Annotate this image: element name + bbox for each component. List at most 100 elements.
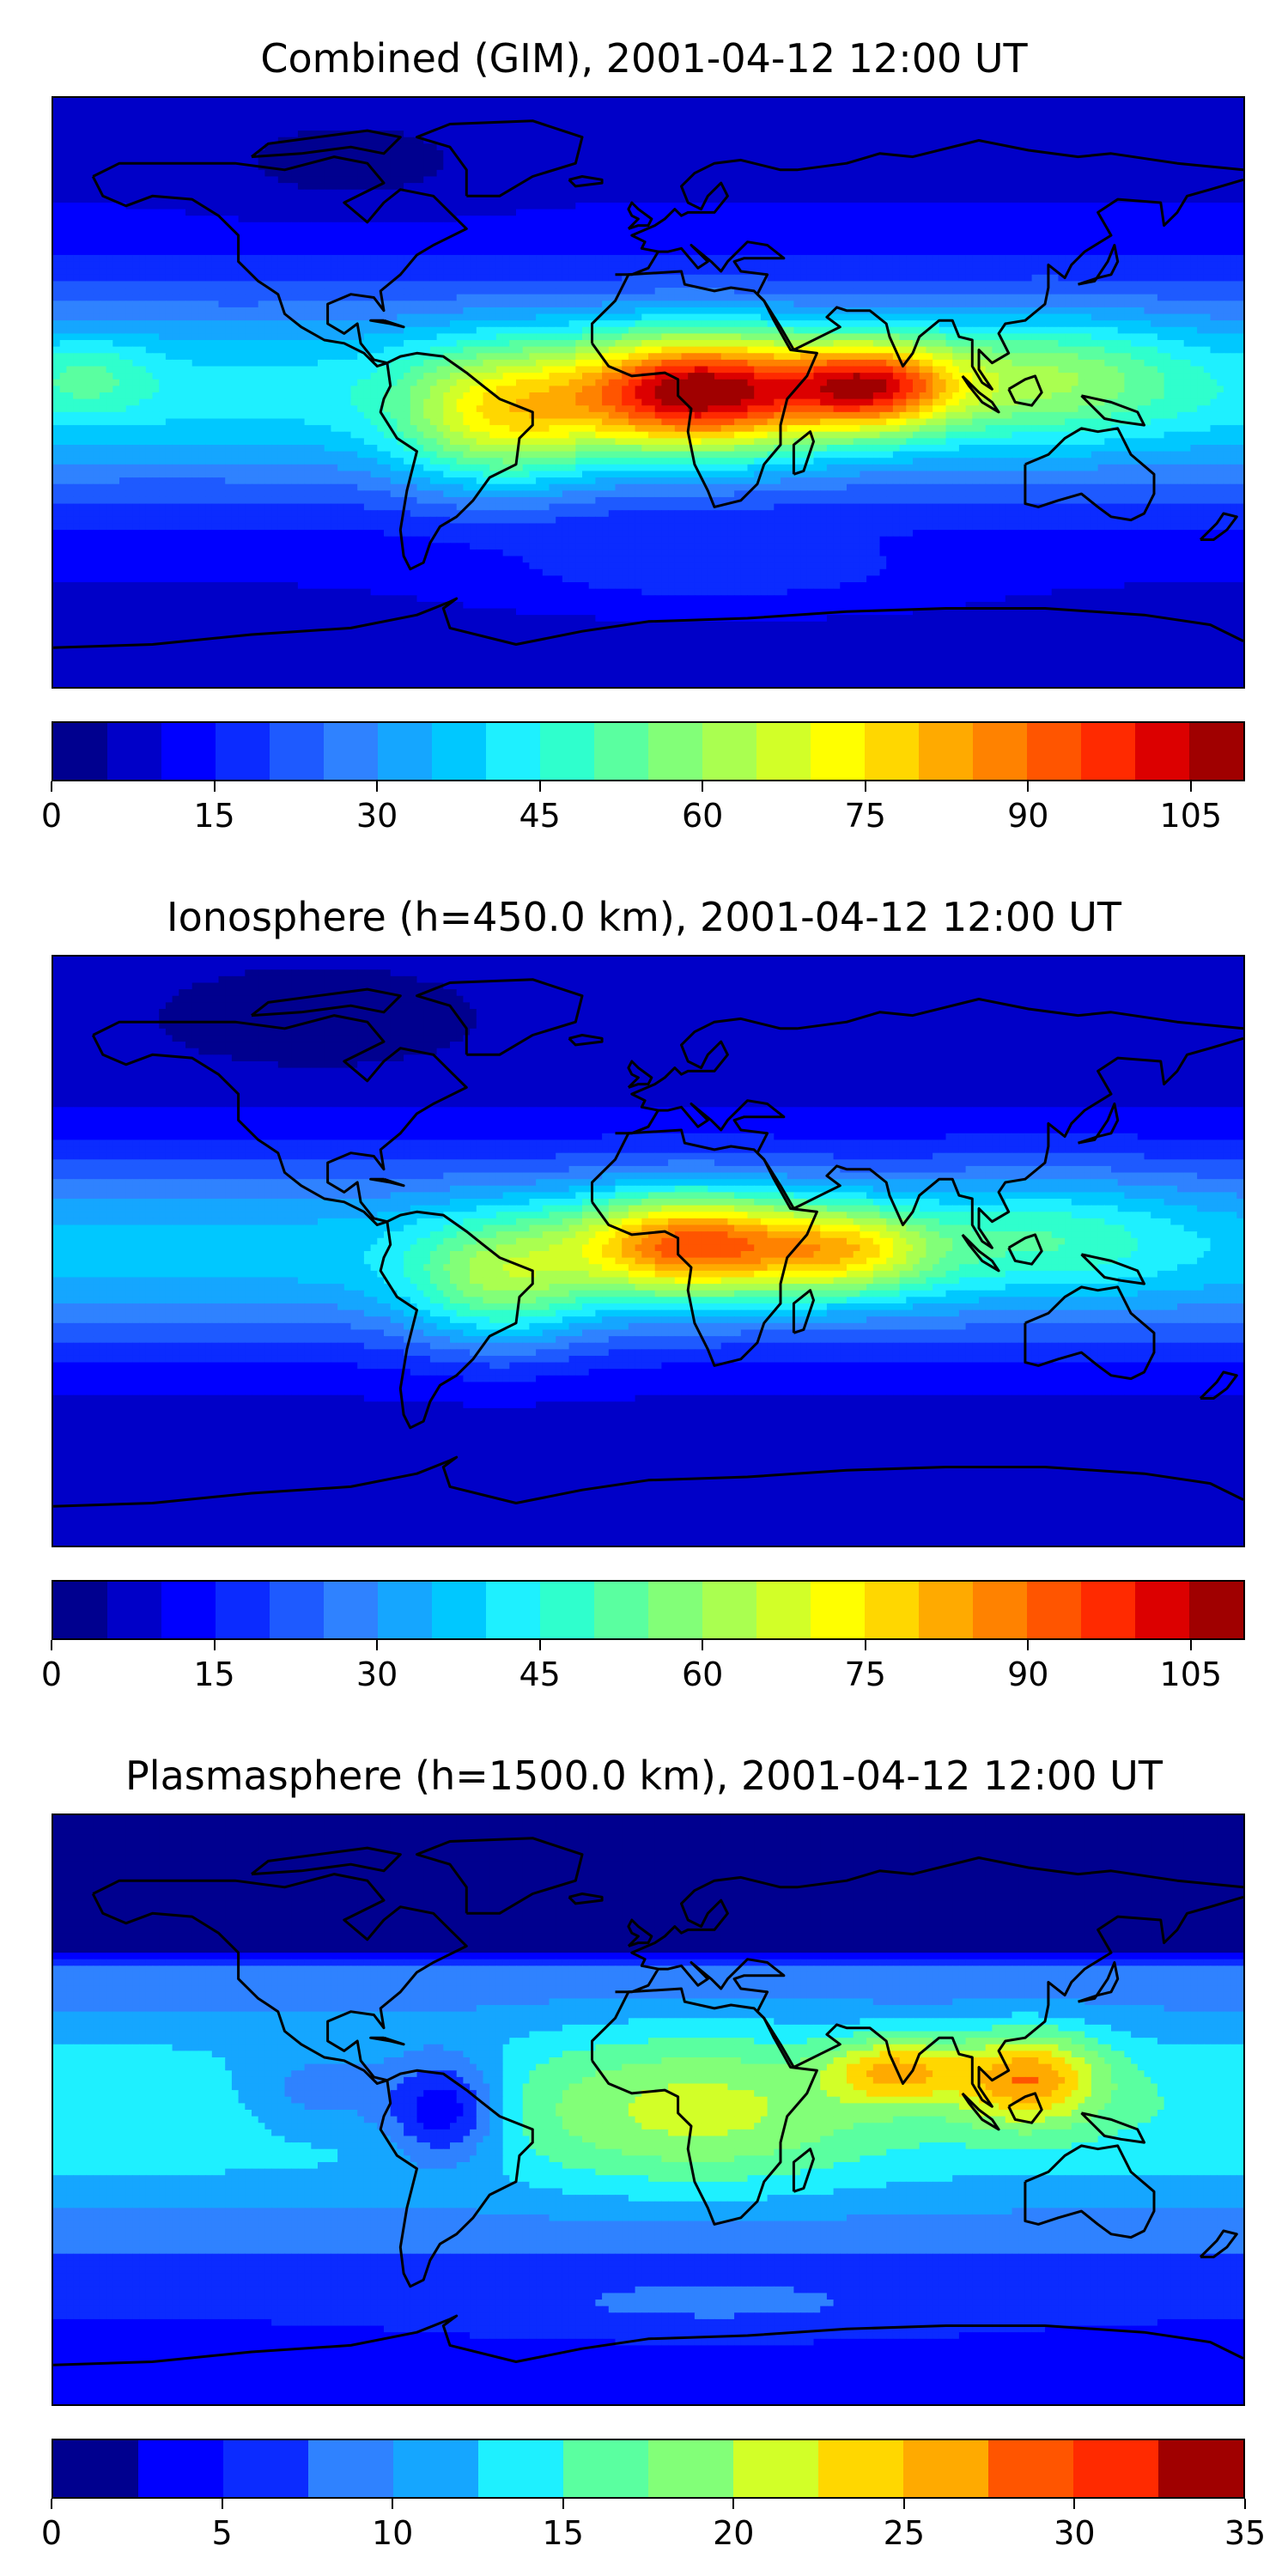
colorbar-segment xyxy=(702,723,756,780)
colorbar-tick-label: 30 xyxy=(356,797,398,835)
colorbar-tick-label: 30 xyxy=(356,1656,398,1693)
colorbar-segment xyxy=(648,723,702,780)
colorbar-segment xyxy=(1189,723,1243,780)
colorbar-segment xyxy=(486,723,540,780)
colorbar-segment xyxy=(270,1582,324,1638)
colorbar-tick-label: 75 xyxy=(845,797,886,835)
colorbar-tick-label: 5 xyxy=(211,2514,232,2552)
colorbar-segment xyxy=(903,2440,988,2497)
colorbar-segment xyxy=(973,723,1027,780)
colorbar-segment xyxy=(919,723,973,780)
colorbar-segment xyxy=(432,723,486,780)
colorbar-segment xyxy=(973,1582,1027,1638)
colorbar-segment xyxy=(138,2440,223,2497)
colorbar-segment xyxy=(393,2440,478,2497)
colorbar-tick xyxy=(539,781,541,792)
heatmap-map-ionosphere xyxy=(52,955,1245,1547)
colorbar-tick-label: 90 xyxy=(1007,797,1048,835)
colorbar-segment xyxy=(648,2440,733,2497)
colorbar-tick xyxy=(1073,2499,1075,2509)
colorbar-tick-label: 45 xyxy=(519,1656,560,1693)
colorbar-tick xyxy=(539,1640,541,1650)
colorbar-segment xyxy=(563,2440,648,2497)
colorbar-tick xyxy=(376,1640,378,1650)
colorbar-segment xyxy=(432,1582,486,1638)
colorbar-segment xyxy=(378,1582,432,1638)
colorbar-tick-label: 0 xyxy=(41,797,62,835)
colorbar-tick xyxy=(51,781,52,792)
colorbar-tick xyxy=(392,2499,393,2509)
colorbar-tick xyxy=(376,781,378,792)
colorbar-tick xyxy=(222,2499,223,2509)
colorbar-segment xyxy=(865,723,919,780)
colorbar-segment xyxy=(756,1582,811,1638)
heatmap-field xyxy=(53,98,1243,687)
colorbar-segment xyxy=(919,1582,973,1638)
colorbar-segment xyxy=(378,723,432,780)
colorbar-segment xyxy=(223,2440,308,2497)
colorbar-segment xyxy=(540,1582,594,1638)
colorbar-segment xyxy=(1081,1582,1135,1638)
colorbar-segment xyxy=(53,723,107,780)
colorbar-tick-label: 30 xyxy=(1054,2514,1095,2552)
colorbar-tick xyxy=(1027,781,1029,792)
colorbar-segment xyxy=(107,1582,161,1638)
colorbar-tick xyxy=(51,1640,52,1650)
colorbar-tick xyxy=(214,781,216,792)
colorbar-segment xyxy=(107,723,161,780)
colorbar-tick-label: 90 xyxy=(1007,1656,1048,1693)
colorbar-segment xyxy=(865,1582,919,1638)
colorbar-ionosphere xyxy=(52,1580,1245,1640)
colorbar-tick-label: 35 xyxy=(1224,2514,1266,2552)
colorbar-segment xyxy=(1027,723,1081,780)
colorbar-segment xyxy=(1189,1582,1243,1638)
colorbar-segment xyxy=(1135,723,1189,780)
colorbar-tick-label: 15 xyxy=(543,2514,584,2552)
colorbar-segment xyxy=(1158,2440,1243,2497)
colorbar-segment xyxy=(53,1582,107,1638)
colorbar-segment xyxy=(1135,1582,1189,1638)
colorbar-segment xyxy=(53,2440,138,2497)
colorbar-segment xyxy=(1073,2440,1158,2497)
colorbar-tick-label: 0 xyxy=(41,2514,62,2552)
colorbar-tick xyxy=(1244,2499,1246,2509)
colorbar-tick-label: 15 xyxy=(193,1656,234,1693)
chart-title-plasmasphere: Plasmasphere (h=1500.0 km), 2001-04-12 1… xyxy=(0,1752,1288,1800)
colorbar-plasmasphere xyxy=(52,2439,1245,2499)
colorbar-segment xyxy=(733,2440,818,2497)
heatmap-map-combined xyxy=(52,96,1245,689)
colorbar-segment xyxy=(702,1582,756,1638)
colorbar-ticks-ionosphere: 0 15 30 45 60 75 90 105 xyxy=(52,1640,1245,1692)
colorbar-segment xyxy=(811,1582,865,1638)
colorbar-segment xyxy=(1081,723,1135,780)
colorbar-tick xyxy=(732,2499,734,2509)
heatmap-field xyxy=(53,1815,1243,2404)
colorbar-tick-label: 105 xyxy=(1160,797,1223,835)
colorbar-ticks-combined: 0 15 30 45 60 75 90 105 xyxy=(52,781,1245,833)
chart-title-ionosphere: Ionosphere (h=450.0 km), 2001-04-12 12:0… xyxy=(0,893,1288,941)
colorbar-segment xyxy=(486,1582,540,1638)
colorbar-tick xyxy=(214,1640,216,1650)
colorbar-tick-label: 25 xyxy=(884,2514,925,2552)
colorbar-ticks-plasmasphere: 0 5 10 15 20 25 30 35 xyxy=(52,2499,1245,2550)
colorbar-segment xyxy=(216,1582,270,1638)
colorbar-tick xyxy=(562,2499,564,2509)
colorbar-tick xyxy=(1190,781,1192,792)
colorbar-segment xyxy=(818,2440,903,2497)
heatmap-field xyxy=(53,957,1243,1546)
colorbar-tick xyxy=(1190,1640,1192,1650)
colorbar-segment xyxy=(478,2440,563,2497)
colorbar-segment xyxy=(540,723,594,780)
heatmap-map-plasmasphere xyxy=(52,1814,1245,2406)
colorbar-tick-label: 45 xyxy=(519,797,560,835)
colorbar-segment xyxy=(988,2440,1073,2497)
colorbar-tick xyxy=(903,2499,905,2509)
colorbar-segment xyxy=(756,723,811,780)
colorbar-segment xyxy=(161,723,216,780)
colorbar-segment xyxy=(594,1582,648,1638)
colorbar-combined xyxy=(52,721,1245,781)
colorbar-tick xyxy=(1027,1640,1029,1650)
colorbar-segment xyxy=(308,2440,393,2497)
colorbar-segment xyxy=(270,723,324,780)
colorbar-tick-label: 20 xyxy=(713,2514,754,2552)
